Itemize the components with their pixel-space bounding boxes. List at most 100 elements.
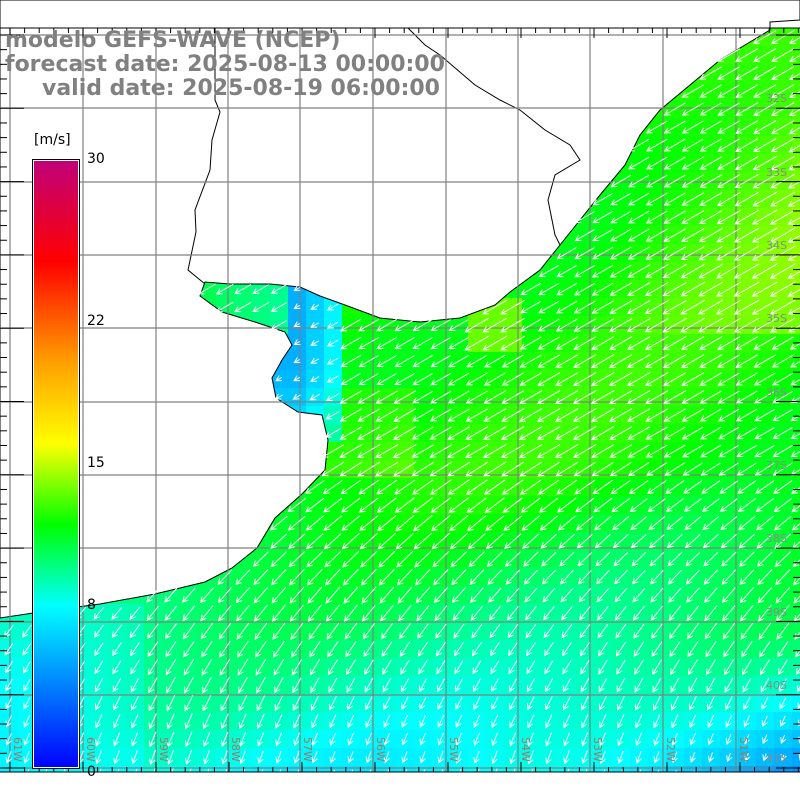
wind-arrow bbox=[579, 606, 591, 621]
wind-arrow bbox=[482, 317, 508, 333]
wind-arrow bbox=[756, 515, 774, 531]
wind-arrow bbox=[554, 408, 579, 422]
wind-arrow bbox=[509, 750, 516, 765]
wind-arrow bbox=[705, 641, 717, 658]
wind-arrow bbox=[447, 408, 470, 422]
wind-arrow bbox=[626, 372, 651, 386]
wind-arrow bbox=[593, 497, 613, 513]
wind-arrow bbox=[77, 768, 84, 783]
wind-arrow bbox=[5, 733, 12, 746]
wind-arrow bbox=[771, 84, 795, 98]
wind-arrow bbox=[411, 426, 434, 440]
wind-arrow bbox=[434, 605, 448, 622]
wind-arrow bbox=[394, 355, 415, 368]
wind-arrow bbox=[610, 174, 632, 188]
wind-arrow bbox=[662, 281, 687, 297]
wind-arrow bbox=[718, 444, 739, 458]
wind-arrow bbox=[23, 733, 30, 746]
wind-arrow bbox=[380, 604, 394, 622]
wind-arrow bbox=[645, 264, 669, 278]
wind-arrow bbox=[700, 444, 722, 458]
wind-arrow bbox=[483, 461, 507, 477]
wind-arrow bbox=[340, 372, 361, 386]
wind-arrow bbox=[273, 640, 285, 658]
wind-arrow bbox=[472, 660, 482, 675]
wind-arrow bbox=[726, 771, 733, 780]
wind-arrow bbox=[412, 318, 433, 332]
wind-arrow bbox=[788, 145, 800, 153]
wind-arrow bbox=[609, 444, 632, 458]
wind-arrow bbox=[509, 678, 517, 693]
wind-arrow bbox=[340, 479, 361, 495]
wind-arrow bbox=[483, 372, 506, 386]
wind-arrow bbox=[687, 641, 699, 658]
wind-arrow bbox=[681, 210, 705, 224]
wind-arrow bbox=[609, 336, 633, 350]
wind-arrow bbox=[519, 461, 543, 477]
wind-arrow bbox=[734, 245, 760, 261]
wind-arrow bbox=[519, 426, 543, 440]
wind-arrow bbox=[790, 415, 800, 422]
wind-arrow bbox=[685, 569, 700, 585]
wind-arrow bbox=[737, 480, 757, 494]
wind-arrow bbox=[488, 587, 502, 603]
wind-arrow bbox=[345, 641, 357, 658]
wind-arrow bbox=[627, 300, 651, 314]
wind-arrow bbox=[375, 390, 398, 404]
wind-arrow bbox=[751, 245, 778, 261]
wind-arrow bbox=[735, 336, 759, 350]
wind-arrow bbox=[771, 66, 795, 80]
wind-arrow bbox=[537, 318, 560, 332]
wind-arrow bbox=[482, 335, 508, 351]
wind-arrow bbox=[741, 640, 753, 658]
wind-arrow bbox=[215, 283, 234, 295]
wind-arrow bbox=[591, 372, 615, 386]
wind-arrow bbox=[591, 426, 615, 440]
wind-arrow bbox=[753, 336, 776, 350]
wind-arrow bbox=[614, 587, 628, 603]
wind-arrow bbox=[293, 732, 300, 747]
wind-arrow bbox=[412, 372, 433, 386]
wind-arrow bbox=[430, 372, 452, 386]
wind-arrow bbox=[326, 622, 340, 640]
wind-arrow bbox=[563, 750, 570, 765]
wind-arrow bbox=[680, 299, 706, 315]
wind-arrow bbox=[780, 734, 787, 744]
wind-arrow bbox=[323, 515, 343, 531]
wind-arrow bbox=[449, 533, 468, 550]
wind-arrow bbox=[645, 408, 669, 422]
speed-cell bbox=[198, 766, 217, 773]
wind-arrow bbox=[687, 659, 698, 676]
wind-arrow bbox=[751, 281, 778, 297]
wind-arrow bbox=[707, 752, 715, 763]
wind-arrow bbox=[574, 211, 595, 224]
wind-arrow bbox=[147, 659, 159, 676]
wind-arrow bbox=[292, 677, 302, 694]
wind-arrow bbox=[236, 622, 250, 640]
wind-arrow bbox=[435, 623, 447, 639]
wind-arrow bbox=[541, 551, 557, 567]
longitude-label: 60W bbox=[84, 737, 97, 762]
wind-arrow bbox=[306, 568, 323, 586]
wind-arrow bbox=[305, 515, 324, 531]
wind-arrow bbox=[752, 30, 777, 44]
wind-arrow bbox=[147, 623, 159, 640]
wind-arrow bbox=[738, 551, 755, 567]
wind-arrow bbox=[5, 679, 13, 692]
wind-arrow bbox=[394, 336, 415, 350]
wind-arrow bbox=[95, 714, 103, 729]
wind-arrow bbox=[633, 623, 645, 639]
wind-arrow bbox=[167, 768, 174, 783]
wind-arrow bbox=[721, 551, 737, 567]
wind-arrow bbox=[293, 303, 301, 310]
wind-arrow bbox=[579, 642, 590, 657]
wind-arrow bbox=[469, 569, 485, 586]
wind-arrow bbox=[771, 48, 795, 62]
wind-arrow bbox=[436, 678, 445, 693]
wind-arrow bbox=[653, 714, 661, 729]
wind-arrow bbox=[790, 451, 800, 458]
wind-arrow bbox=[788, 91, 800, 99]
speed-cell bbox=[180, 766, 199, 773]
wind-arrow bbox=[663, 408, 686, 422]
wind-arrow bbox=[288, 568, 305, 586]
